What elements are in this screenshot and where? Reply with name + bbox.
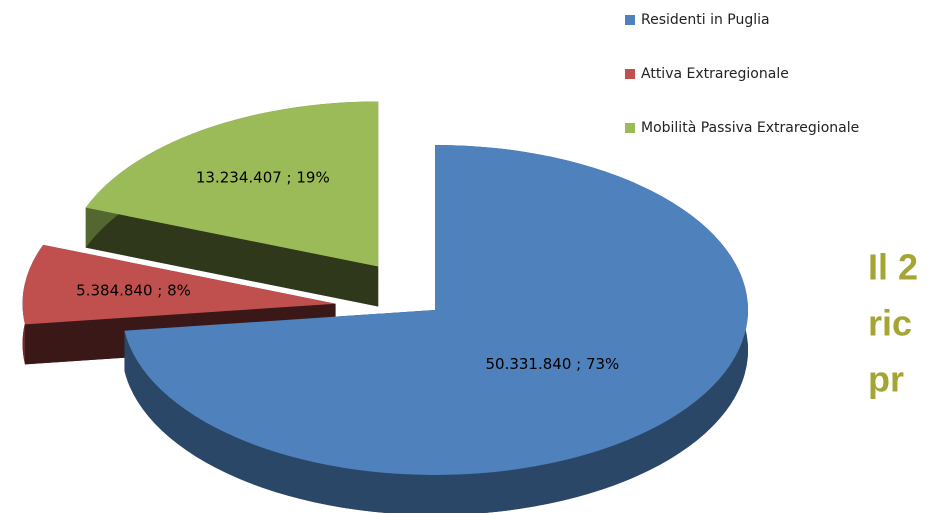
slice [85,101,379,267]
data-label: 50.331.840 ; 73% [485,355,619,373]
annotation: Il 2 [868,247,918,288]
legend-label: Mobilità Passiva Extraregionale [641,120,859,136]
slice-cut [85,207,379,307]
slice-group [124,145,749,513]
legend-label: Attiva Extraregionale [641,66,789,82]
slice [124,145,749,475]
legend-swatch [625,15,635,25]
legend-swatch [625,123,635,133]
slice-group [85,101,379,307]
legend-swatch [625,69,635,79]
annotation: ric [868,303,912,344]
slice [22,244,336,325]
annotation: pr [868,359,904,400]
data-label: 13.234.407 ; 19% [196,169,330,187]
legend-label: Residenti in Puglia [641,12,770,28]
data-label: 5.384.840 ; 8% [76,281,191,299]
